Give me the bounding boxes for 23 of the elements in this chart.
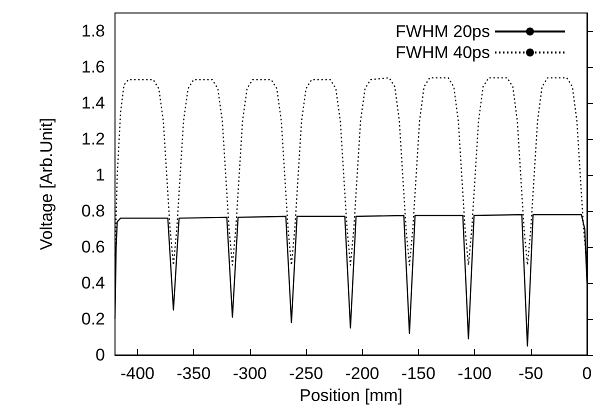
y-tick-label: 1.4 (81, 94, 105, 112)
x-tick-label: -300 (232, 364, 267, 383)
legend-label: FWHM 40ps (396, 43, 490, 62)
x-tick-label: -200 (345, 364, 380, 383)
y-tick-label: 0.8 (81, 202, 105, 220)
y-tick-label: 1 (96, 166, 105, 184)
y-tick-label: 1.6 (81, 58, 105, 76)
x-axis-title: Position [mm] (300, 386, 402, 405)
x-tick-label: -50 (518, 364, 544, 383)
y-axis-title: Voltage [Arb.Unit] (37, 118, 56, 250)
y-tick-label: 1.8 (81, 22, 105, 40)
x-tick-label: -150 (401, 364, 436, 383)
x-tick-label: -350 (176, 364, 211, 383)
x-tick-label: 0 (582, 364, 592, 383)
x-tick-label: -100 (458, 364, 492, 383)
y-tick-label: 1.2 (81, 130, 105, 148)
x-tick-label: -400 (120, 364, 154, 383)
y-tick-label: 0 (96, 346, 105, 364)
y-tick-label: 0.4 (81, 274, 105, 292)
x-tick-label: -250 (289, 364, 324, 383)
y-tick-label: 0.6 (81, 238, 105, 256)
legend-label: FWHM 20ps (396, 22, 490, 41)
y-tick-label: 0.2 (81, 310, 105, 328)
